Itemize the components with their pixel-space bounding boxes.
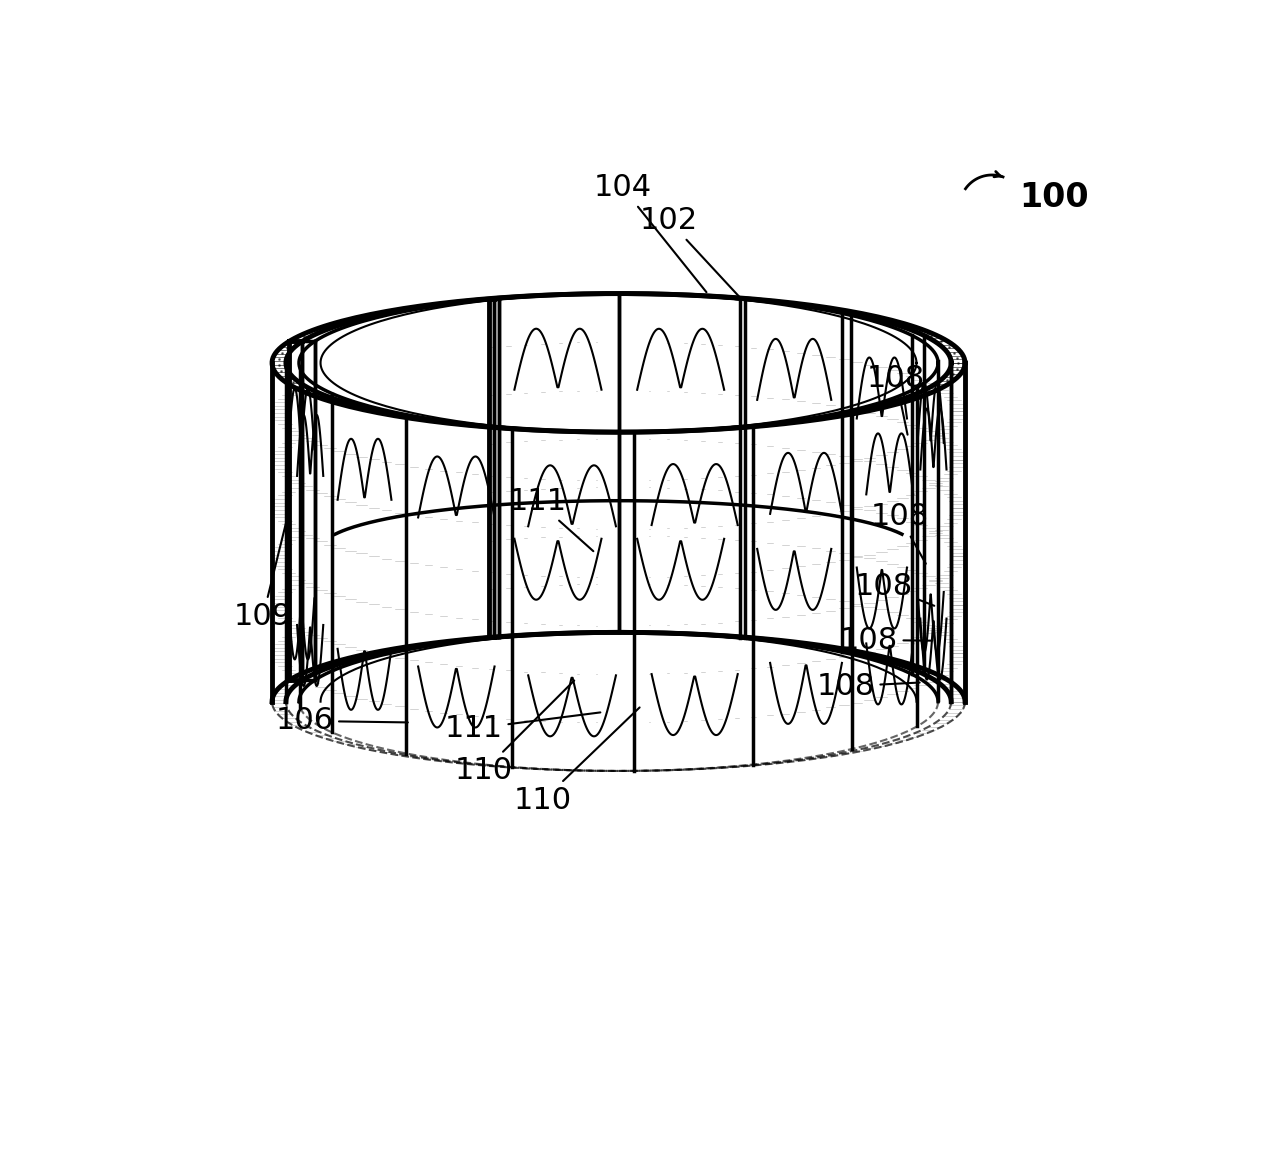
Text: 108: 108 — [867, 364, 925, 435]
Text: 108: 108 — [855, 572, 934, 606]
Text: 108: 108 — [871, 502, 929, 564]
Text: 110: 110 — [514, 707, 640, 815]
Text: 108: 108 — [817, 672, 920, 701]
Text: 102: 102 — [640, 206, 741, 299]
Text: 106: 106 — [276, 706, 408, 735]
Text: 110: 110 — [455, 680, 574, 785]
Text: 111: 111 — [444, 713, 600, 743]
Text: 111: 111 — [509, 487, 594, 551]
Text: 100: 100 — [1019, 180, 1088, 214]
Text: 108: 108 — [840, 626, 933, 655]
Text: 104: 104 — [594, 173, 706, 292]
Text: 109: 109 — [233, 514, 292, 632]
